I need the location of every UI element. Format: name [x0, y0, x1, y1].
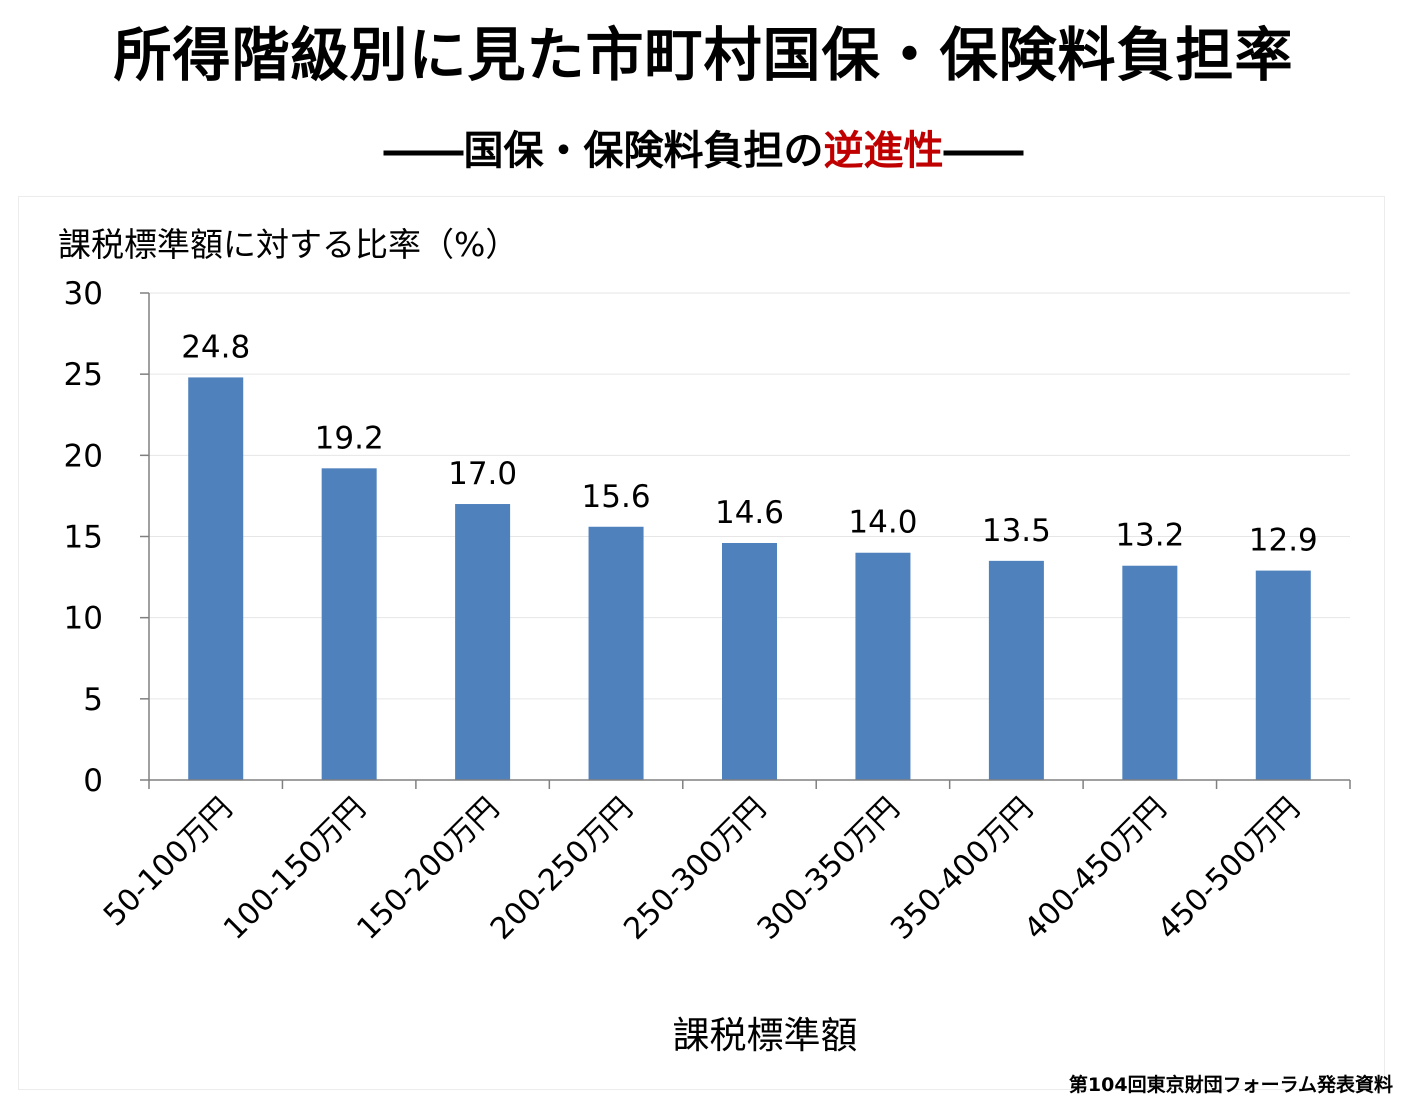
y-tick-label: 0	[83, 763, 103, 799]
data-label: 17.0	[448, 456, 517, 492]
x-tick-label: 450-500万円	[1151, 791, 1307, 947]
y-tick-label: 20	[64, 438, 103, 474]
bar	[321, 468, 377, 780]
y-tick-label: 30	[64, 276, 103, 312]
subtitle-accent: 逆進性	[823, 128, 944, 174]
y-tick-label: 10	[64, 601, 103, 637]
subtitle-before: ――国保・保険料負担の	[383, 128, 824, 174]
data-label: 12.9	[1249, 523, 1318, 559]
page-title: 所得階級別に見た市町村国保・保険料負担率	[113, 21, 1294, 89]
y-tick-label: 5	[83, 682, 103, 718]
x-tick-label: 300-350万円	[751, 791, 907, 947]
bar	[455, 504, 511, 780]
y-axis-label: 課税標準額に対する比率（%）	[58, 225, 518, 264]
data-label: 13.2	[1115, 518, 1184, 554]
x-axis-label: 課税標準額	[673, 1014, 858, 1057]
bar	[1122, 565, 1178, 780]
data-label: 19.2	[315, 420, 384, 456]
chart-frame	[18, 196, 1385, 1090]
bar	[188, 377, 244, 780]
data-label: 24.8	[181, 329, 250, 365]
data-label: 15.6	[582, 479, 651, 515]
bar	[722, 542, 777, 780]
x-tick-label: 50-100万円	[97, 791, 239, 933]
data-label: 14.0	[848, 505, 917, 541]
y-tick-label: 25	[64, 357, 103, 393]
bar	[588, 526, 644, 780]
data-label: 14.6	[715, 495, 784, 531]
y-tick-label: 15	[64, 520, 103, 556]
footer-source: 第104回東京財団フォーラム発表資料	[1068, 1074, 1393, 1096]
subtitle-after: ――	[943, 128, 1024, 174]
x-tick-label: 150-200万円	[350, 791, 506, 947]
page-subtitle: ――国保・保険料負担の逆進性――	[0, 118, 1407, 176]
x-tick-label: 250-300万円	[617, 791, 773, 947]
bar	[855, 552, 911, 780]
x-tick-label: 100-150万円	[217, 791, 373, 947]
axes	[140, 292, 1351, 789]
x-tick-label: 200-250万円	[484, 791, 640, 947]
x-tick-label: 400-450万円	[1018, 791, 1174, 947]
bars	[188, 377, 1311, 780]
x-tick-label: 350-400万円	[884, 791, 1040, 947]
bar	[988, 560, 1044, 780]
data-label: 13.5	[982, 513, 1051, 549]
bar	[1255, 570, 1311, 780]
